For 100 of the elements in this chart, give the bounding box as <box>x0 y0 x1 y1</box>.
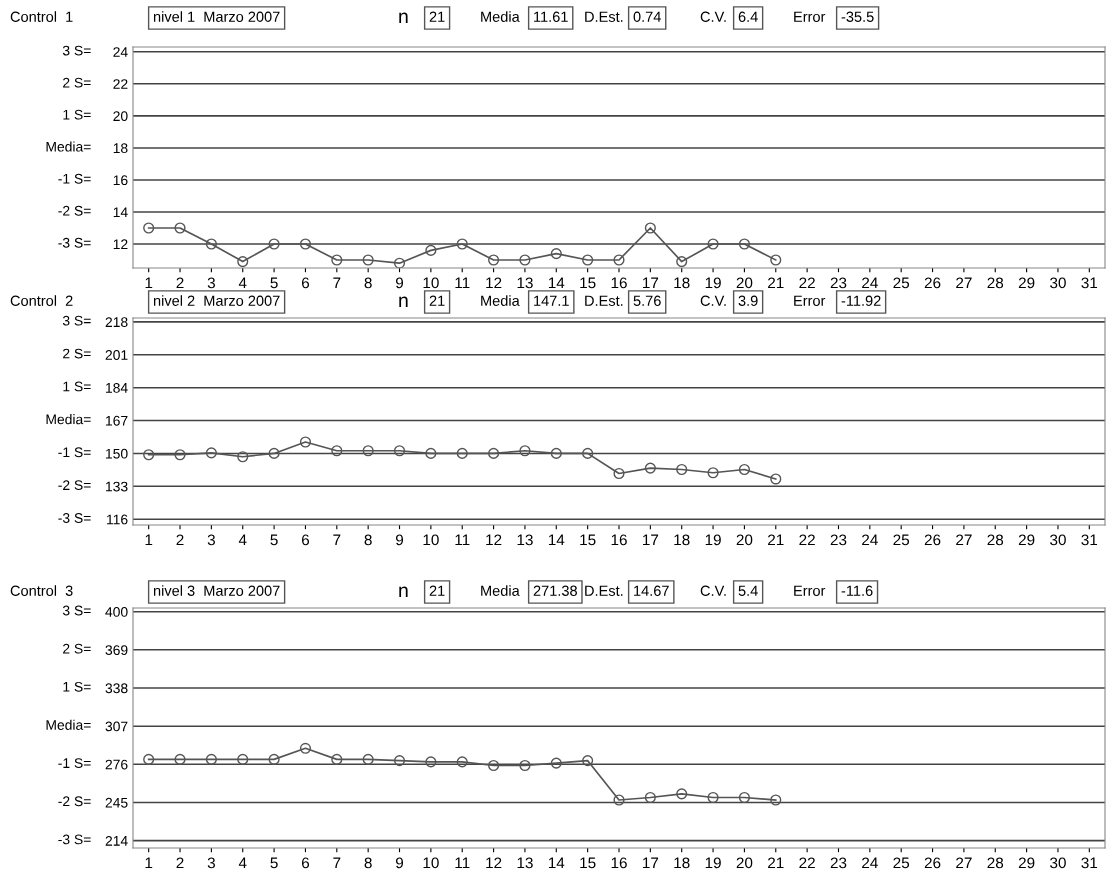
text: Media <box>481 295 520 306</box>
point <box>550 757 562 769</box>
text: 21 <box>429 295 445 306</box>
text: 6.4 <box>738 11 758 22</box>
point <box>393 755 406 767</box>
x-tick-label: 7 <box>333 857 341 869</box>
x-tick-label: 16 <box>611 534 627 546</box>
point <box>174 753 186 765</box>
point <box>613 467 625 480</box>
x-tick-label: 21 <box>768 857 784 869</box>
text: -11.6 <box>841 585 873 596</box>
text: D.Est. <box>585 585 623 596</box>
point <box>425 244 437 256</box>
text: -2 S= <box>58 796 91 807</box>
text: 147.1 <box>534 295 569 306</box>
point <box>299 436 312 448</box>
x-tick-label: 27 <box>956 534 972 546</box>
x-tick-label: 19 <box>705 534 721 546</box>
x-tick-label: 19 <box>705 277 721 289</box>
x-tick-label: 25 <box>893 857 910 869</box>
y-tick-label: 400 <box>105 607 128 617</box>
text: 5.4 <box>738 585 758 596</box>
x-tick-label: 28 <box>987 277 1004 289</box>
x-tick-label: 3 <box>207 857 215 869</box>
x-tick-label: 20 <box>736 857 753 869</box>
text: Error <box>794 11 826 22</box>
point <box>237 256 249 268</box>
x-tick-label: 30 <box>1050 857 1066 869</box>
text: 3.9 <box>738 295 758 306</box>
x-tick-label: 31 <box>1081 857 1098 869</box>
x-tick-label: 29 <box>1018 277 1035 289</box>
x-tick-label: 15 <box>580 857 596 869</box>
point <box>676 463 688 476</box>
point <box>362 445 374 457</box>
x-tick-label: 25 <box>893 277 910 289</box>
y-tick-label: 276 <box>105 759 128 770</box>
y-tick-label: 116 <box>107 514 128 525</box>
x-tick-label: 16 <box>611 277 627 289</box>
x-tick-label: 19 <box>705 857 721 869</box>
y-tick-label: 22 <box>113 79 128 89</box>
x-tick-label: 22 <box>799 277 815 289</box>
x-tick-label: 21 <box>768 534 784 546</box>
point <box>644 462 656 474</box>
y-tick-label: 12 <box>113 239 128 250</box>
text: C.V. <box>700 295 726 306</box>
text: 2 S= <box>63 348 91 359</box>
x-tick-label: 4 <box>238 857 247 869</box>
text: 3 S= <box>62 605 91 616</box>
x-tick-label: 1 <box>145 277 153 289</box>
text: 3 S= <box>62 315 91 326</box>
x-tick-label: 18 <box>674 857 690 869</box>
point <box>519 759 531 772</box>
x-tick-label: 20 <box>736 534 753 546</box>
x-tick-label: 9 <box>395 857 404 869</box>
x-tick-label: 8 <box>364 277 372 289</box>
x-tick-label: 28 <box>987 857 1004 869</box>
point <box>488 447 500 459</box>
x-tick-label: 29 <box>1018 534 1035 546</box>
x-tick-label: 10 <box>423 857 439 869</box>
point <box>488 759 500 772</box>
point <box>519 254 531 266</box>
x-tick-label: 7 <box>333 277 341 289</box>
x-tick-label: 23 <box>830 857 847 869</box>
point <box>174 449 186 461</box>
x-tick-label: 18 <box>674 534 690 546</box>
x-tick-label: 21 <box>768 277 784 289</box>
text: 21 <box>429 11 445 22</box>
point <box>331 254 343 266</box>
point <box>582 755 594 767</box>
y-tick-label: 14 <box>113 207 128 217</box>
point <box>738 238 750 250</box>
x-tick-label: 7 <box>333 534 341 546</box>
x-tick-label: 2 <box>176 277 184 289</box>
text: Media= <box>46 141 91 152</box>
point <box>143 753 155 765</box>
text: C.V. <box>700 11 726 22</box>
text: nivel 2 Marzo 2007 <box>153 295 280 306</box>
point <box>456 447 468 459</box>
x-tick-label: 27 <box>956 857 972 869</box>
text: Media= <box>46 414 91 425</box>
point <box>738 791 750 804</box>
point <box>582 447 594 459</box>
text: D.Est. <box>585 295 623 306</box>
x-tick-label: 9 <box>395 277 404 289</box>
text: 1 S= <box>63 109 91 120</box>
point <box>582 254 594 266</box>
text: -2 S= <box>58 480 91 491</box>
text: Media= <box>46 719 91 730</box>
x-tick-label: 12 <box>486 534 502 546</box>
x-tick-label: 15 <box>580 277 596 289</box>
point <box>770 794 782 806</box>
text: 271.38 <box>533 585 577 596</box>
x-tick-label: 22 <box>799 857 815 869</box>
y-tick-label: 214 <box>105 835 128 846</box>
x-tick-label: 1 <box>145 534 153 546</box>
point <box>268 447 280 459</box>
x-tick-label: 6 <box>301 857 310 869</box>
text: Media <box>481 585 520 596</box>
x-tick-label: 23 <box>830 277 847 289</box>
x-tick-label: 3 <box>207 534 215 546</box>
